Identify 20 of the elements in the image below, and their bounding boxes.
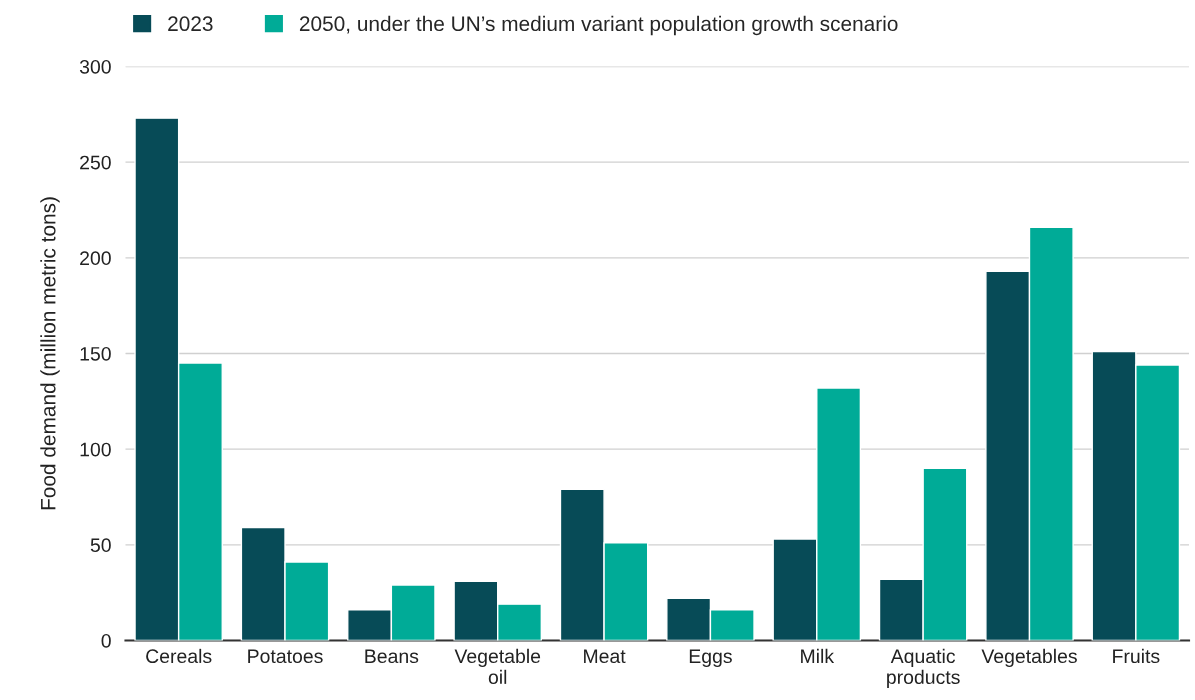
x-tick-label: Cereals [146, 648, 212, 664]
x-tick-label: Fruits [1113, 648, 1160, 664]
y-tick-label: 0 [101, 633, 111, 648]
x-tick-label: Meat [584, 649, 626, 664]
x-tick-label: Potatoes [248, 649, 323, 664]
x-tick-label: Milk [801, 648, 835, 663]
legend-label: 2050, under the UN’s medium variant population growth scenario [299, 15, 898, 36]
y-tick-label: 150 [80, 346, 111, 361]
x-tick-label: Eggs [689, 649, 732, 667]
x-tick-label: Vegetable oil [454, 648, 541, 685]
x-tick-label: Aquatic products [887, 648, 960, 688]
y-tick-label: 300 [79, 59, 111, 74]
x-tick-label: Beans [365, 649, 419, 664]
x-tick-label: Vegetables [981, 648, 1077, 667]
y-tick-label: 50 [90, 538, 111, 553]
y-tick-label: 100 [80, 442, 111, 457]
y-tick-label: 200 [80, 251, 111, 266]
legend-label: 2023 [168, 16, 213, 32]
y-axis-title: Food demand (million metric tons) [40, 197, 60, 510]
y-tick-label: 250 [80, 155, 111, 170]
